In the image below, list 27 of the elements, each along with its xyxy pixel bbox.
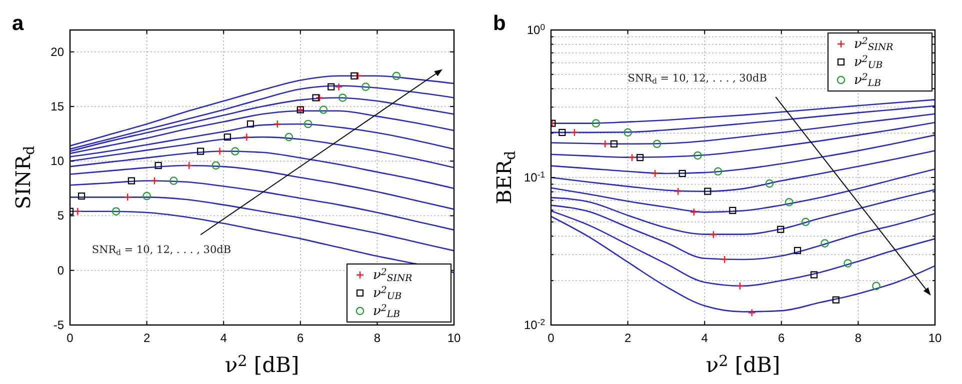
y-tick-label: 20 [50, 44, 64, 59]
x-tick-label: 6 [297, 331, 304, 345]
y-tick-label: 10 [50, 154, 64, 168]
x-tick-label: 0 [548, 331, 555, 345]
x-tick-label: 4 [701, 331, 708, 345]
y-tick-label: 0 [57, 263, 64, 278]
y-tick-label: 5 [57, 208, 64, 223]
x-tick-label: 4 [220, 331, 228, 345]
y-tick-label: -5 [53, 318, 64, 332]
y-tick-label: 10$^{-1}$ [524, 170, 546, 184]
x-tick-label: 10 [928, 331, 942, 345]
x-axis-title: ν$^{2}$ [dB] [224, 352, 300, 377]
annotation: SNR$_{d}$ = 10, 12, . . . , 30dB [92, 244, 232, 258]
x-tick-label: 8 [854, 331, 862, 345]
x-tick-label: 8 [374, 331, 381, 345]
annotation: SNR$_{d}$ = 10, 12, . . . , 30dB [628, 72, 768, 86]
x-tick-label: 10 [447, 331, 461, 345]
y-tick-label: 10$^{-2}$ [524, 317, 546, 332]
x-tick-label: 2 [143, 331, 150, 345]
y-tick-label: 15 [50, 99, 64, 114]
chart-title: a [12, 12, 24, 35]
chart-title: b [493, 12, 506, 35]
x-tick-label: 0 [66, 331, 74, 345]
x-tick-label: 6 [778, 331, 786, 345]
x-axis-title: ν$^{2}$ [dB] [706, 352, 780, 377]
y-tick-label: 10$^{0}$ [526, 22, 546, 37]
x-tick-label: 2 [624, 331, 632, 345]
